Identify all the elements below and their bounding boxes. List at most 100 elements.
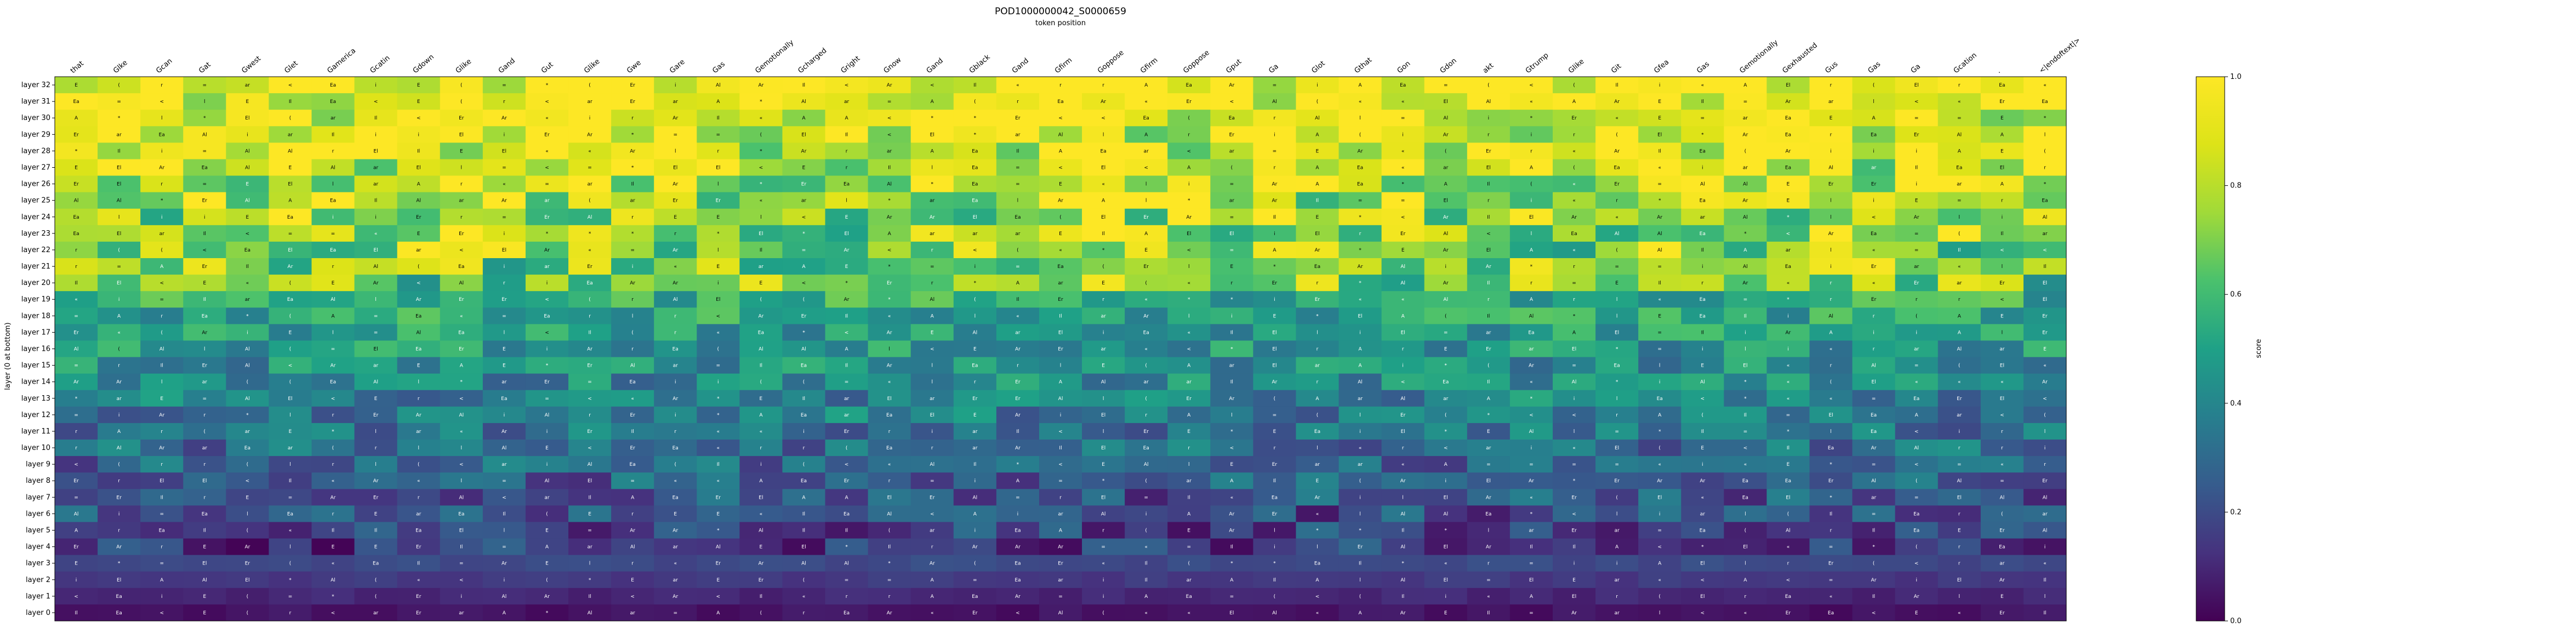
heatmap-cell-label: E <box>246 215 249 220</box>
heatmap-cell-label: < <box>288 363 293 369</box>
heatmap-cell-label: < <box>545 166 549 171</box>
heatmap-cell-label: = <box>845 380 849 385</box>
heatmap-cell-label: ( <box>1916 478 1918 484</box>
heatmap-cell <box>1039 472 1082 489</box>
heatmap-cell <box>996 175 1040 193</box>
heatmap-cell <box>1852 340 1896 358</box>
heatmap-cell-label: « <box>1572 248 1576 253</box>
heatmap-cell <box>1980 241 2024 259</box>
heatmap-cell <box>1467 192 1511 209</box>
heatmap-cell-label: Al <box>1700 380 1705 385</box>
heatmap-cell-label: Al <box>801 347 806 352</box>
heatmap-cell <box>55 307 98 324</box>
x-tick-label: Gwe <box>625 59 643 75</box>
heatmap-cell <box>1766 93 1810 110</box>
heatmap-cell-label: « <box>760 116 763 121</box>
heatmap-cell-label: Ea <box>972 182 978 187</box>
heatmap-cell-label: A <box>288 198 292 204</box>
heatmap-cell <box>311 291 355 308</box>
heatmap-cell <box>1253 275 1296 292</box>
heatmap-cell <box>354 291 398 308</box>
heatmap-cell-label: < <box>802 281 806 286</box>
heatmap-cell-label: < <box>1572 511 1576 517</box>
heatmap-cell <box>140 110 184 127</box>
heatmap-cell <box>311 241 355 259</box>
heatmap-cell-label: Al <box>1529 313 1534 319</box>
heatmap-cell-label: Ar <box>1871 578 1877 583</box>
heatmap-cell-label: Ar <box>1015 446 1021 451</box>
heatmap-cell <box>269 440 312 457</box>
heatmap-cell <box>1552 192 1596 209</box>
heatmap-cell <box>1167 538 1211 556</box>
heatmap-cell-label: Ea <box>116 594 122 600</box>
heatmap-cell <box>697 275 740 292</box>
heatmap-cell <box>1424 307 1468 324</box>
heatmap-cell <box>1809 275 1853 292</box>
heatmap-cell-label: « <box>1359 446 1362 451</box>
heatmap-cell <box>1681 357 1724 374</box>
heatmap-cell-label: Al <box>716 83 721 88</box>
heatmap-cell <box>654 110 697 127</box>
heatmap-cell <box>140 538 184 556</box>
heatmap-cell <box>1724 357 1767 374</box>
heatmap-cell <box>1424 258 1468 275</box>
heatmap-cell <box>1167 472 1211 489</box>
heatmap-cell <box>98 406 141 424</box>
heatmap-cell <box>55 440 98 457</box>
heatmap-cell-label: E <box>1658 99 1661 105</box>
heatmap-cell-label: Al <box>1358 380 1363 385</box>
heatmap-cell-label: El <box>1657 495 1662 500</box>
heatmap-cell <box>269 373 312 391</box>
heatmap-cell-label: Al <box>1443 116 1448 121</box>
heatmap-cell <box>996 291 1040 308</box>
heatmap-cell <box>183 390 226 407</box>
heatmap-cell-label: « <box>1144 99 1148 105</box>
heatmap-cell <box>1424 538 1468 556</box>
heatmap-cell-label: = <box>1273 149 1277 154</box>
heatmap-cell <box>1681 489 1724 506</box>
heatmap-cell <box>1852 373 1896 391</box>
heatmap-cell-label: Il <box>845 313 848 319</box>
heatmap-cell-label: l <box>632 313 634 319</box>
heatmap-cell-label: A <box>1915 413 1919 418</box>
heatmap-cell-label: A <box>1401 313 1405 319</box>
heatmap-cell-label: r <box>674 313 676 319</box>
heatmap-cell-label: Al <box>588 611 592 616</box>
heatmap-cell <box>1937 110 1981 127</box>
heatmap-cell <box>782 340 826 358</box>
heatmap-cell-label: i <box>1916 182 1917 187</box>
heatmap-cell-label: Ea <box>1485 511 1491 517</box>
heatmap-cell <box>482 472 526 489</box>
heatmap-cell <box>568 505 612 522</box>
heatmap-cell <box>1167 390 1211 407</box>
heatmap-cell-label: « <box>802 594 806 600</box>
heatmap-cell <box>525 588 569 605</box>
heatmap-cell-label: Er <box>801 313 807 319</box>
heatmap-cell <box>2023 225 2067 242</box>
heatmap-cell-label: * <box>974 281 977 286</box>
heatmap-cell <box>1980 225 2024 242</box>
heatmap-cell-label: Ar <box>1614 149 1620 154</box>
heatmap-cell <box>1167 555 1211 572</box>
heatmap-cell <box>782 241 826 259</box>
heatmap-cell-label: « <box>1830 347 1833 352</box>
heatmap-cell-label: Ar <box>1229 528 1234 534</box>
heatmap-cell-label: l <box>1402 495 1404 500</box>
heatmap-cell-label: = <box>1016 166 1020 171</box>
heatmap-cell-label: ( <box>974 99 976 105</box>
heatmap-cell-label: r <box>589 313 591 319</box>
heatmap-cell-label: A <box>1444 462 1448 467</box>
heatmap-cell <box>183 291 226 308</box>
heatmap-cell-label: < <box>203 248 207 253</box>
heatmap-cell <box>354 406 398 424</box>
heatmap-cell-label: A <box>1315 166 1319 171</box>
heatmap-cell-label: El <box>245 578 249 583</box>
heatmap-cell-label: E <box>1701 446 1704 451</box>
heatmap-cell-label: r <box>1274 116 1276 121</box>
heatmap-cell <box>1210 110 1253 127</box>
heatmap-cell <box>1937 440 1981 457</box>
heatmap-cell-label: El <box>374 149 378 154</box>
heatmap-cell-label: Il <box>717 462 720 467</box>
heatmap-cell <box>1125 423 1168 440</box>
heatmap-cell-label: Ar <box>1571 215 1577 220</box>
